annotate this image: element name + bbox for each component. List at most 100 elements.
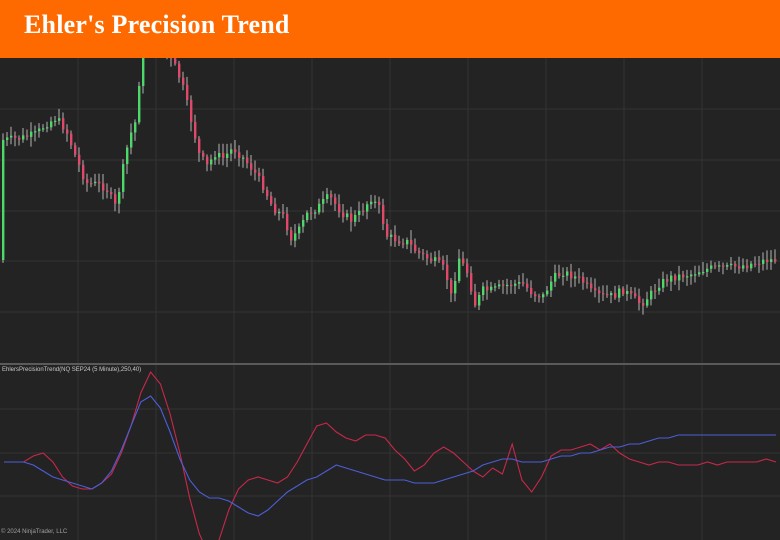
candle-body [706, 268, 709, 272]
candle-body [702, 271, 705, 274]
candle-body [654, 290, 657, 292]
candle-body [650, 290, 653, 300]
candle-body [66, 129, 69, 134]
candle-body [606, 293, 609, 296]
candle-body [694, 274, 697, 276]
candle-body [750, 263, 753, 269]
candle-body [558, 272, 561, 277]
candle-body [570, 271, 573, 279]
candle-body [754, 263, 757, 265]
candle-body [334, 197, 337, 204]
candle-body [494, 286, 497, 288]
candle-body [394, 234, 397, 242]
candle-body [598, 290, 601, 294]
candle-body [698, 272, 701, 275]
candle-body [550, 281, 553, 291]
candle-body [54, 120, 57, 122]
candle-body [194, 121, 197, 139]
candle-body [82, 164, 85, 180]
candle-body [174, 58, 177, 64]
candle-body [30, 131, 33, 137]
candle-body [670, 275, 673, 282]
candle-body [590, 283, 593, 289]
candle-body [470, 273, 473, 292]
candle-body [682, 274, 685, 278]
candle-body [562, 275, 565, 277]
candle-body [234, 149, 237, 153]
candle-body [762, 259, 765, 264]
candle-body [130, 132, 133, 148]
candle-body [346, 213, 349, 218]
candle-body [274, 203, 277, 214]
candle-body [478, 294, 481, 306]
candle-body [306, 212, 309, 221]
candle-body [78, 154, 81, 165]
candle-body [302, 220, 305, 227]
price-chart [0, 58, 780, 363]
candle-body [642, 303, 645, 306]
candle-body [26, 135, 29, 137]
candle-body [90, 183, 93, 185]
candle-body [330, 194, 333, 198]
panel-divider[interactable] [0, 363, 780, 365]
candle-body [366, 204, 369, 212]
candle-body [142, 58, 145, 86]
candle-body [442, 260, 445, 265]
candle-body [410, 239, 413, 245]
candle-body [622, 288, 625, 294]
trend-series-line [4, 395, 776, 517]
candle-body [230, 149, 233, 154]
candle-body [458, 258, 461, 281]
candle-body [634, 293, 637, 297]
candle-body [502, 284, 505, 286]
candle-body [578, 276, 581, 278]
candle-body [758, 263, 761, 265]
candle-body [238, 152, 241, 158]
cycle-series-line [4, 370, 777, 540]
candle-body [50, 121, 53, 128]
candle-body [506, 284, 509, 287]
candle-body [426, 254, 429, 259]
candle-body [398, 241, 401, 244]
candle-body [586, 282, 589, 284]
candle-body [290, 230, 293, 241]
candle-body [282, 211, 285, 214]
candle-body [626, 291, 629, 294]
candle-body [646, 299, 649, 306]
candle-body [186, 84, 189, 101]
indicator-label: EhlersPrecisionTrend(NQ SEP24 (5 Minute)… [2, 367, 142, 373]
candle-body [602, 293, 605, 295]
candle-body [530, 287, 533, 295]
candle-body [662, 279, 665, 288]
candle-body [514, 283, 517, 286]
candle-body [474, 291, 477, 306]
candle-body [722, 265, 725, 267]
candle-body [326, 194, 329, 200]
candle-body [726, 265, 729, 267]
candle-body [718, 265, 721, 267]
candle-body [594, 288, 597, 291]
candle-body [390, 234, 393, 237]
candle-body [6, 137, 9, 140]
candle-body [342, 212, 345, 218]
candle-body [510, 284, 513, 287]
candle-body [314, 212, 317, 214]
page-title: Ehler's Precision Trend [24, 10, 290, 39]
candle-body [386, 223, 389, 237]
candle-body [182, 77, 185, 85]
candle-body [134, 122, 137, 133]
candle-body [362, 210, 365, 213]
candle-body [218, 152, 221, 158]
candle-body [110, 191, 113, 195]
candle-body [430, 258, 433, 261]
candle-body [254, 169, 257, 173]
candle-body [746, 265, 749, 269]
candle-body [190, 100, 193, 122]
candle-body [710, 265, 713, 269]
title-banner: Ehler's Precision Trend [0, 0, 780, 58]
candle-body [526, 283, 529, 288]
candle-body [466, 263, 469, 274]
candle-body [250, 163, 253, 170]
candle-body [714, 265, 717, 267]
candle-body [614, 293, 617, 298]
